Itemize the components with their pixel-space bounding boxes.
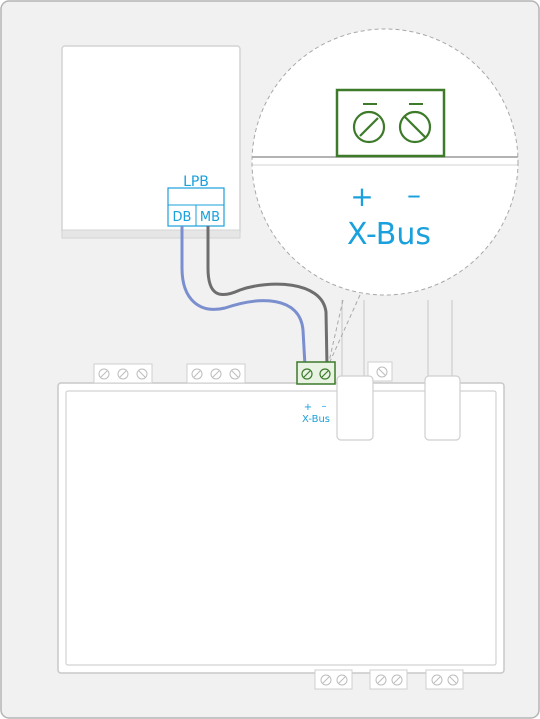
xbus-zoom-label: X-Bus [347,217,431,252]
lpb-connector: LPB DB MB [167,174,225,227]
xbus-label: X-Bus [302,414,330,425]
lpb-device [61,45,241,239]
lpb-db-label: DB [173,210,192,225]
lpb-mb-label: MB [200,210,220,225]
terminal-block-bottom-2 [369,669,408,690]
xbus-terminal-zoomed [335,88,446,158]
terminal-block-bottom-1 [314,669,353,690]
cable-gland-right [424,300,461,441]
terminal-block-top-3 [367,361,393,382]
xbus-zoom-callout [251,28,519,367]
cable-gland-left [336,300,374,441]
terminal-block-bottom-3 [425,669,464,690]
xbus-terminal [296,361,336,385]
lpb-title: LPB [183,174,209,190]
controller-box [57,382,505,674]
xbus-plus: + [304,402,312,413]
xbus-zoom-plus: + [350,180,373,213]
wire-db [180,226,307,367]
terminal-block-top-2 [186,363,246,384]
xbus-minus: – [322,401,327,412]
terminal-block-top-1 [93,363,153,384]
wire-mb [206,226,329,367]
xbus-zoom-minus: – [407,178,421,211]
